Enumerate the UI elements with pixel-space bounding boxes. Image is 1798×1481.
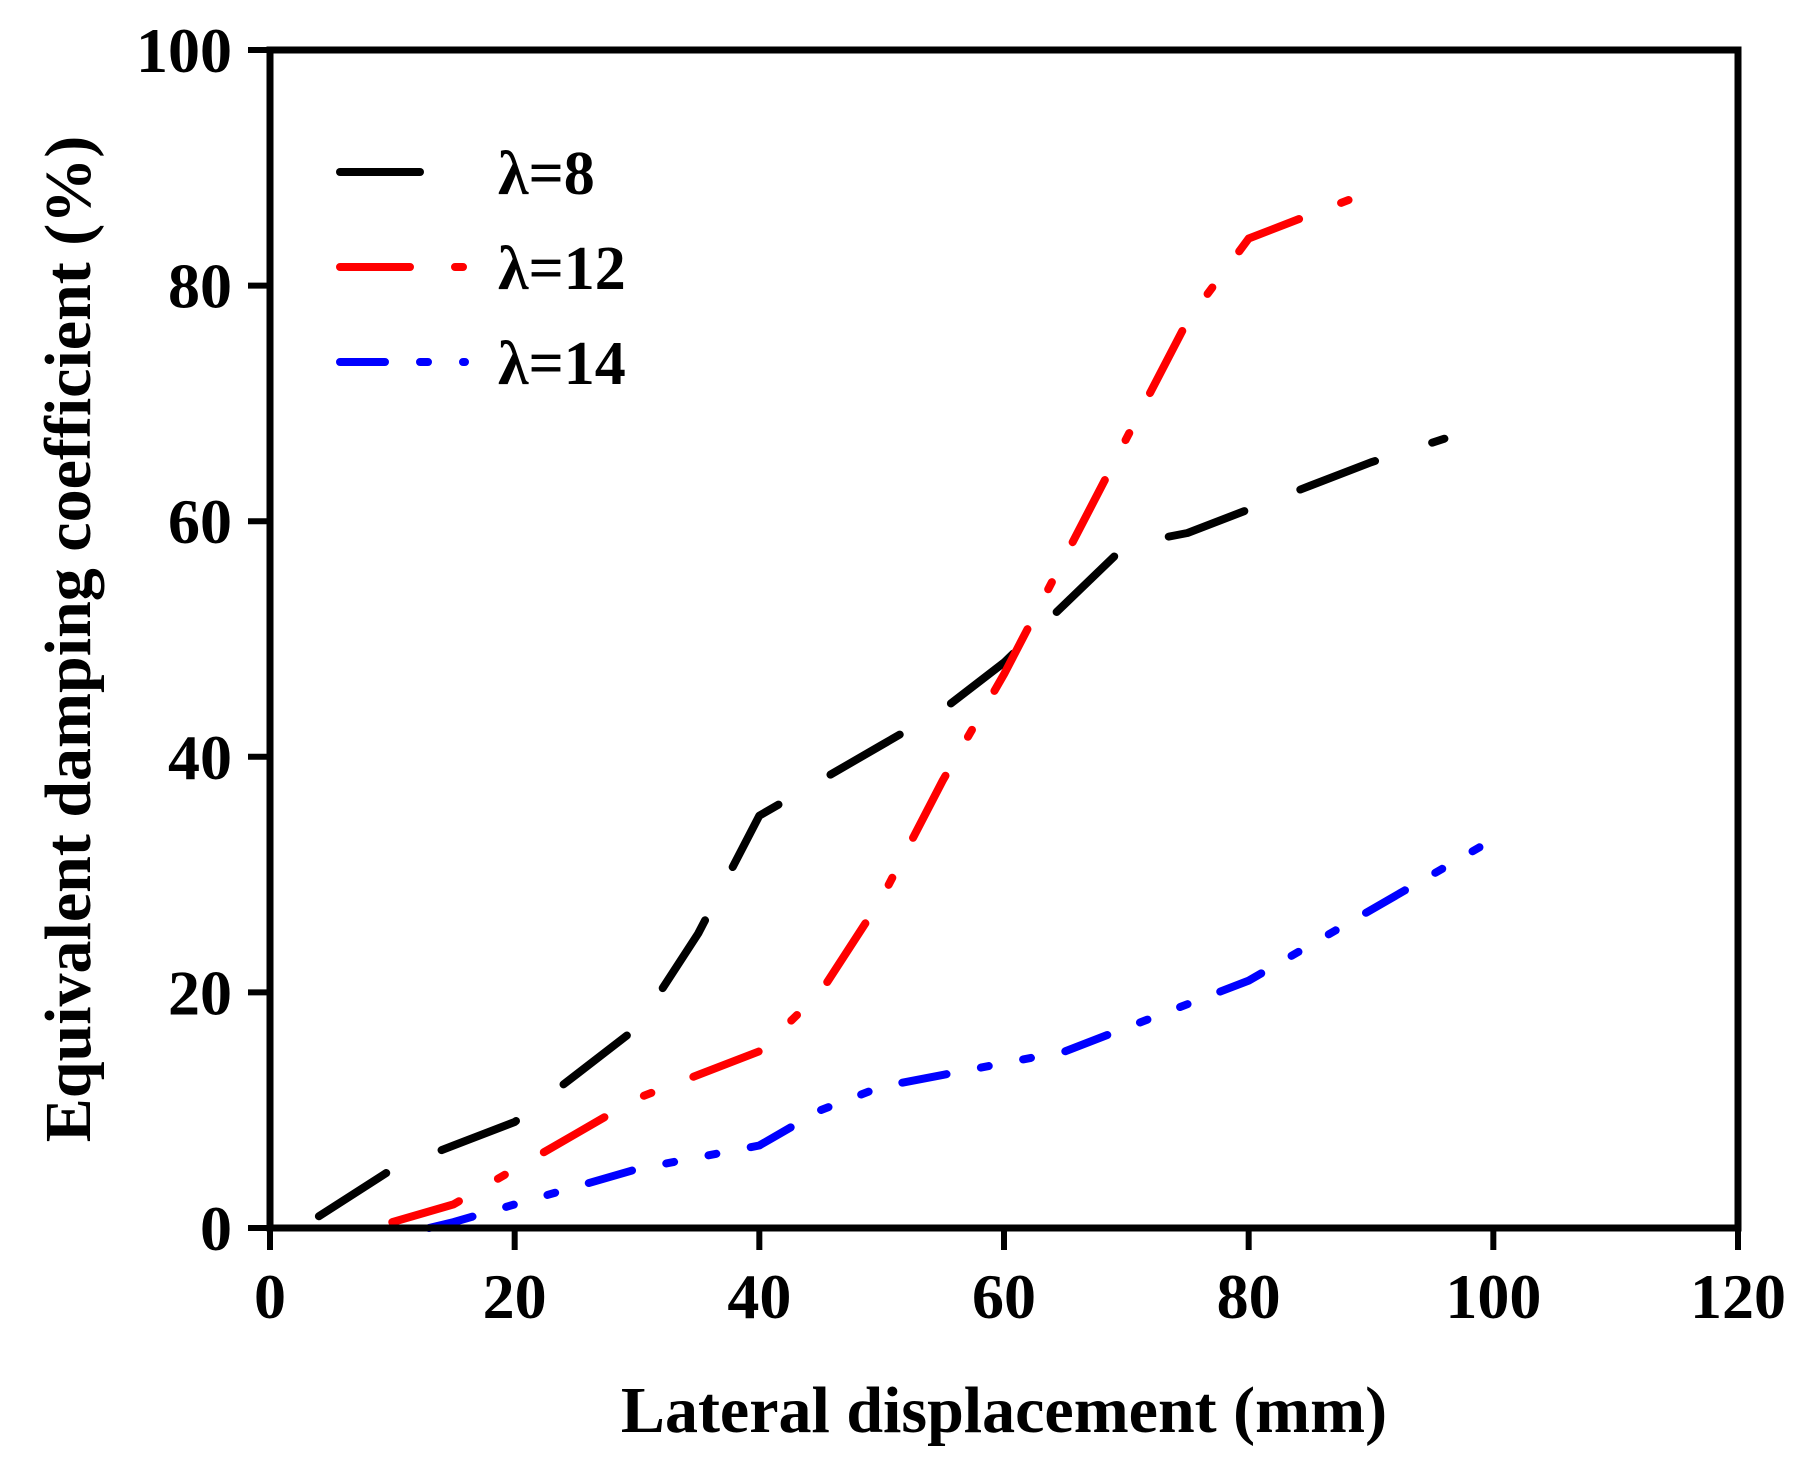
plot-frame — [266, 46, 1742, 1232]
y-axis-title: Equivalent damping coefficient (%) — [32, 136, 105, 1142]
series-line-2 — [425, 835, 1498, 1232]
x-tick-label: 40 — [727, 1261, 791, 1332]
x-axis-ticks: 0 20 40 60 80 100 120 — [254, 1228, 1786, 1332]
y-tick-label: 40 — [168, 722, 232, 793]
x-tick-label: 120 — [1690, 1261, 1786, 1332]
y-tick-label: 0 — [200, 1193, 232, 1264]
x-tick-label: 100 — [1445, 1261, 1541, 1332]
series-line-0 — [314, 434, 1449, 1221]
plot-lines — [314, 187, 1498, 1232]
x-tick-label: 60 — [972, 1261, 1036, 1332]
y-tick-label: 20 — [168, 957, 232, 1028]
y-tick-label: 60 — [168, 486, 232, 557]
x-tick-label: 0 — [254, 1261, 286, 1332]
series-line-1 — [388, 187, 1375, 1227]
x-tick-label: 80 — [1217, 1261, 1281, 1332]
x-axis-title: Lateral displacement (mm) — [621, 1374, 1387, 1447]
legend-label-0: λ=8 — [498, 140, 595, 208]
legend: λ=8 λ=12 λ=14 — [336, 140, 626, 398]
y-tick-label: 80 — [168, 251, 232, 322]
legend-label-1: λ=12 — [498, 235, 626, 303]
y-axis-ticks: 0 20 40 60 80 100 — [136, 15, 270, 1264]
y-tick-label: 100 — [136, 15, 232, 86]
legend-label-2: λ=14 — [498, 330, 626, 398]
x-tick-label: 20 — [483, 1261, 547, 1332]
